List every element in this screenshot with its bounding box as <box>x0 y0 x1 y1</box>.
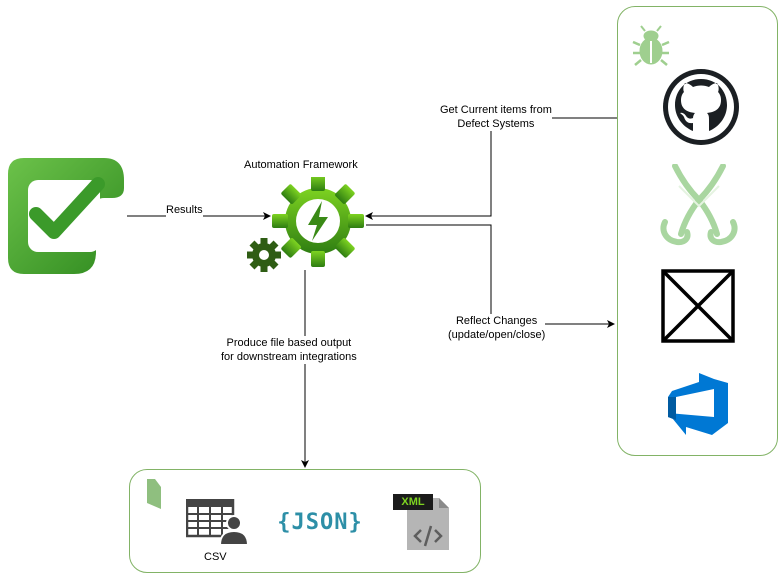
results-label: Results <box>166 203 203 217</box>
defect-systems-panel <box>617 6 778 456</box>
reflect-label-line1: Reflect Changes <box>455 315 538 327</box>
azure-devops-icon <box>666 371 730 435</box>
xml-file-icon: XML <box>393 494 451 552</box>
produce-label-line2: for downstream integrations <box>221 351 357 363</box>
output-panel: CSV {JSON} XML <box>129 469 481 573</box>
reflect-connector <box>366 224 615 328</box>
produce-label-line1: Produce file based output <box>226 337 352 349</box>
file-icon <box>147 479 161 509</box>
reflect-label-line2: (update/open/close) <box>448 329 546 341</box>
get-items-label-line2: Defect Systems <box>457 118 535 130</box>
get-items-label: Get Current items from Defect Systems <box>440 103 552 131</box>
checkmark-app-icon <box>8 158 126 274</box>
csv-label: CSV <box>204 550 227 564</box>
csv-table-user-icon <box>185 498 250 546</box>
produce-label: Produce file based output for downstream… <box>221 336 357 364</box>
xml-label: XML <box>401 496 425 508</box>
bug-icon <box>632 25 670 67</box>
green-x-tool-icon <box>659 163 739 246</box>
get-items-connector <box>365 117 617 220</box>
github-icon <box>661 67 741 147</box>
reflect-label: Reflect Changes (update/open/close) <box>448 314 546 342</box>
boxed-x-icon <box>661 269 735 343</box>
framework-label: Automation Framework <box>244 159 358 171</box>
json-icon: {JSON} <box>277 510 363 535</box>
get-items-label-line1: Get Current items from <box>440 104 552 116</box>
gear-lightning-icon <box>244 175 368 272</box>
